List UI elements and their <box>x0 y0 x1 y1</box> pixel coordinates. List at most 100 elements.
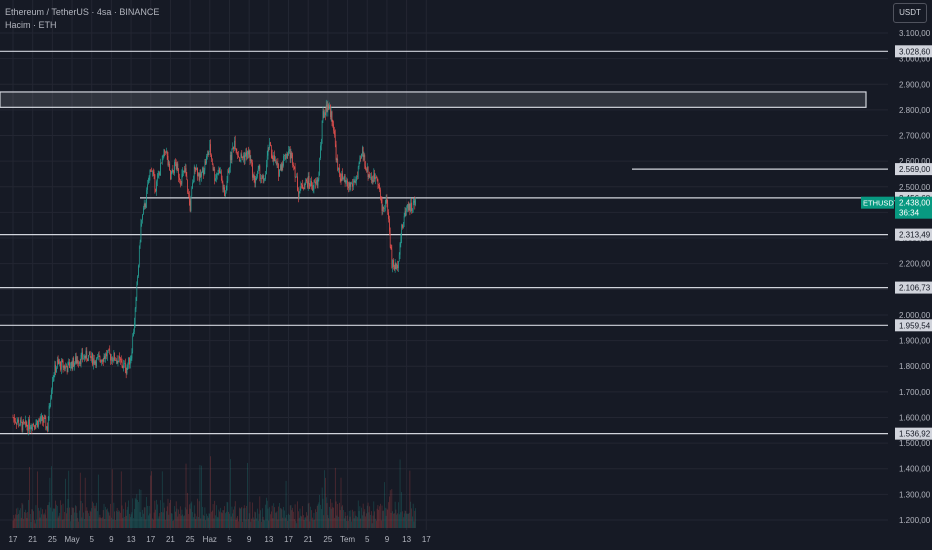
volume-bar <box>188 514 189 528</box>
candle-body <box>171 170 173 175</box>
volume-bar <box>19 510 20 528</box>
volume-bar <box>410 501 412 528</box>
candle-body <box>307 176 309 188</box>
candle-body <box>170 170 171 180</box>
candle-body <box>161 156 163 164</box>
volume-bar <box>82 503 84 528</box>
candle-body <box>258 165 260 169</box>
volume-bar <box>348 510 350 528</box>
volume-bar <box>206 513 207 528</box>
candle-body <box>342 173 343 179</box>
candle-body <box>232 147 234 149</box>
volume-bar <box>400 512 402 528</box>
volume-bar <box>212 504 214 528</box>
volume-bar <box>95 505 97 528</box>
candle-body <box>400 238 402 244</box>
candle-body <box>114 352 116 361</box>
volume-bar <box>238 521 239 528</box>
candle-body <box>338 167 339 171</box>
candle-body <box>290 152 292 159</box>
volume-bar <box>191 501 193 528</box>
volume-bar <box>43 514 44 528</box>
volume-bar <box>363 511 365 528</box>
volume-bar <box>134 497 136 528</box>
y-tick-label: 1.400,00 <box>899 465 931 474</box>
candle-body <box>308 176 310 185</box>
volume-bar <box>45 509 47 528</box>
volume-bar <box>280 508 282 528</box>
candle-body <box>334 134 336 145</box>
volume-bar <box>218 509 220 528</box>
volume-bar <box>255 512 257 528</box>
volume-bar <box>202 514 204 528</box>
candle-body <box>72 357 74 369</box>
candle-body <box>274 155 275 162</box>
volume-bar <box>116 507 118 528</box>
volume-bar <box>174 506 175 528</box>
candle-body <box>138 265 139 277</box>
volume-bar <box>401 492 403 528</box>
volume-bar <box>73 507 75 528</box>
candle-body <box>163 149 165 156</box>
volume-bar <box>331 502 333 528</box>
candle-body <box>356 176 357 182</box>
symbol-title[interactable]: Ethereum / TetherUS · 4sa · BINANCE <box>5 7 160 17</box>
volume-bar <box>386 508 388 528</box>
volume-bar <box>27 512 29 528</box>
volume-bar <box>54 508 56 528</box>
volume-bar <box>97 511 98 528</box>
volume-bar <box>105 506 106 528</box>
volume-bar <box>397 513 398 528</box>
volume-bar <box>106 509 107 528</box>
volume-bar <box>156 504 158 528</box>
volume-bar <box>121 505 123 528</box>
candle-body <box>405 211 407 212</box>
volume-bar <box>303 519 305 528</box>
volume-bar <box>81 517 83 528</box>
candle-body <box>27 426 29 431</box>
candle-body <box>202 167 204 175</box>
candle-body <box>248 150 250 155</box>
volume-bar <box>309 521 311 528</box>
candle-body <box>331 111 333 122</box>
candle-body <box>174 162 175 174</box>
candle-body <box>166 151 167 153</box>
volume-bar <box>108 512 110 528</box>
volume-bar <box>241 506 243 528</box>
volume-indicator-title[interactable]: Hacim · ETH <box>5 20 57 30</box>
volume-bar <box>323 515 325 528</box>
candle-body <box>96 358 97 367</box>
volume-bar <box>100 517 102 528</box>
candle-body <box>292 154 293 165</box>
candle-body <box>191 188 193 197</box>
volume-bar <box>382 510 384 528</box>
volume-bar <box>402 517 404 528</box>
horizontal-levels[interactable] <box>0 50 888 435</box>
volume-bar <box>284 517 286 528</box>
countdown-label: 36:34 <box>899 209 920 218</box>
candle-body <box>79 361 80 364</box>
candle-body <box>409 203 411 212</box>
candle-body <box>49 404 51 407</box>
candle-body <box>411 202 412 211</box>
candle-body <box>102 361 104 362</box>
candle-body <box>160 162 161 176</box>
candle-body <box>37 420 38 427</box>
volume-bar <box>215 515 216 528</box>
candle-body <box>181 174 183 184</box>
time-axis[interactable]: 17 21 25 May 5 9 13 17 21 25 Haz 5 9 13 17 21 25 Tem 5 9 13 1… <box>9 535 432 544</box>
volume-bar <box>78 521 79 528</box>
currency-button[interactable]: USDT <box>893 3 927 23</box>
volume-bar <box>247 462 248 528</box>
volume-bar <box>47 505 48 528</box>
volume-bar <box>250 521 252 528</box>
candle-body <box>277 163 279 165</box>
volume-bar <box>375 520 377 528</box>
volume-bar <box>383 510 384 528</box>
volume-bar <box>89 510 91 528</box>
candle-body <box>168 163 170 166</box>
volume-bar <box>289 514 290 528</box>
volume-bar <box>298 517 300 528</box>
